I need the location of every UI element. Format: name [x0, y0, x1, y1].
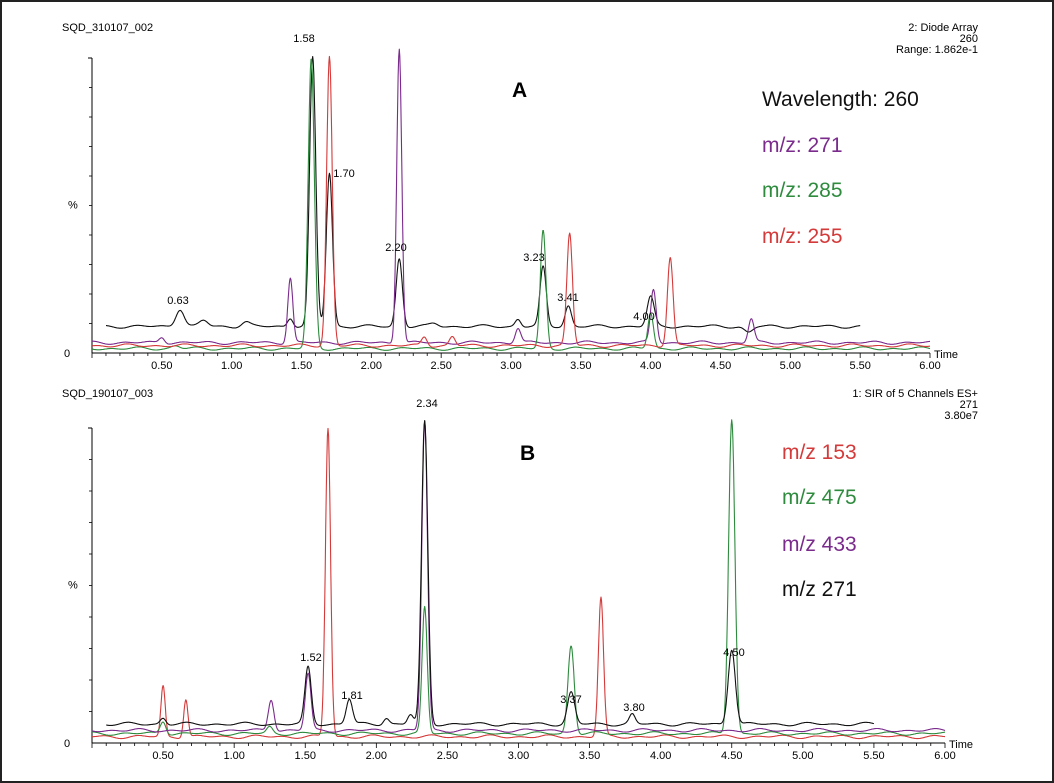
panel-b: SQD_190107_003 1: SIR of 5 Channels ES+27…	[62, 388, 978, 762]
y-tick-label: 0	[64, 348, 70, 360]
peak-label: 2.20	[385, 242, 406, 254]
peak-label: 0.63	[167, 295, 188, 307]
header-detector-line: 3.80e7	[944, 410, 978, 422]
y-axis-label: %	[68, 200, 78, 212]
peak-label: 3.37	[560, 694, 581, 706]
legend-entry: Wavelength: 260	[762, 88, 919, 111]
x-tick-label: 2.50	[437, 750, 458, 762]
x-tick-label: 4.00	[650, 750, 671, 762]
legend-entry: m/z: 285	[762, 179, 843, 202]
x-tick-label: 2.50	[430, 360, 451, 372]
series-trace	[91, 420, 946, 733]
legend: Wavelength: 260 m/z: 271 m/z: 285 m/z: 255	[762, 88, 919, 248]
y-tick-label: 0	[64, 738, 70, 750]
panel-label: A	[512, 79, 527, 102]
y-axis-label: %	[68, 580, 78, 592]
peak-label: 1.58	[293, 33, 314, 45]
x-tick-label: 3.00	[508, 750, 529, 762]
x-axis-label: Time	[949, 739, 973, 751]
legend: m/z 153 m/z 475 m/z 433 m/z 271	[782, 441, 857, 601]
x-tick-label: 5.50	[849, 360, 870, 372]
series-trace	[92, 427, 945, 740]
series-trace	[91, 55, 930, 348]
peak-label: 4.50	[723, 647, 744, 659]
peak-label: 4.00	[633, 311, 654, 323]
header-sample-id: SQD_310107_002	[62, 22, 153, 34]
x-tick-label: 1.00	[221, 360, 242, 372]
x-tick-label: 5.50	[863, 750, 884, 762]
peak-label: 3.23	[523, 252, 544, 264]
legend-entry: m/z: 271	[762, 134, 843, 157]
header-detector-line: 271	[960, 399, 978, 411]
legend-entry: m/z: 255	[762, 225, 843, 248]
x-tick-label: 5.00	[780, 360, 801, 372]
peak-label: 1.70	[333, 168, 354, 180]
header-detector-line: 1: SIR of 5 Channels ES+	[852, 388, 978, 400]
legend-entry: m/z 433	[782, 533, 857, 556]
series-trace	[92, 48, 930, 345]
x-tick-label: 5.00	[792, 750, 813, 762]
x-tick-label: 3.00	[500, 360, 521, 372]
x-tick-label: 0.50	[151, 360, 172, 372]
x-tick-label: 2.00	[366, 750, 387, 762]
legend-entry: m/z 153	[782, 441, 857, 464]
panel-label: B	[520, 442, 535, 465]
x-tick-label: 1.50	[295, 750, 316, 762]
x-tick-label: 3.50	[570, 360, 591, 372]
legend-entry: m/z 475	[782, 486, 857, 509]
x-tick-label: 4.00	[640, 360, 661, 372]
x-axis-label: Time	[934, 349, 958, 361]
series-trace	[91, 58, 931, 351]
x-tick-label: 4.50	[721, 750, 742, 762]
x-tick-label: 2.00	[361, 360, 382, 372]
x-tick-label: 1.00	[223, 750, 244, 762]
x-tick-label: 6.00	[919, 360, 940, 372]
peak-label: 1.81	[341, 690, 362, 702]
series-trace	[106, 419, 874, 727]
x-tick-label: 3.50	[579, 750, 600, 762]
x-tick-label: 1.50	[291, 360, 312, 372]
legend-entry: m/z 271	[782, 578, 857, 601]
peak-label: 2.34	[416, 398, 437, 410]
header-detector-line: Range: 1.862e-1	[896, 44, 978, 56]
series-trace	[92, 419, 945, 736]
header-sample-id: SQD_190107_003	[62, 388, 153, 400]
peak-label: 1.52	[300, 652, 321, 664]
peak-label: 3.80	[623, 702, 644, 714]
header-detector-line: 2: Diode Array	[908, 22, 978, 34]
x-tick-label: 4.50	[710, 360, 731, 372]
peak-label: 3.41	[557, 292, 578, 304]
x-tick-label: 6.00	[934, 750, 955, 762]
x-tick-label: 0.50	[152, 750, 173, 762]
series-trace	[105, 55, 861, 333]
header-detector-line: 260	[960, 33, 978, 45]
